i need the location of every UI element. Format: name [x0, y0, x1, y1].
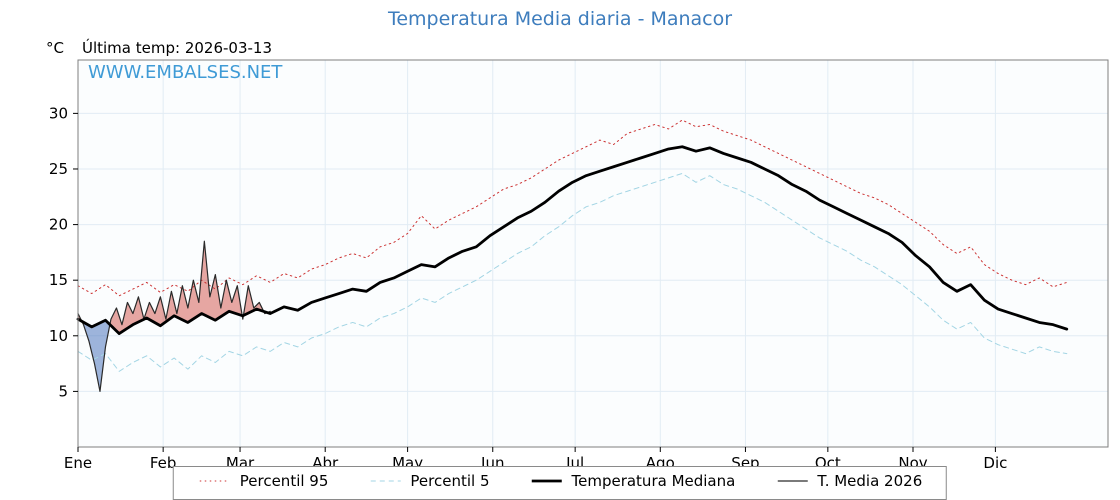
- last-temp-annotation: Última temp: 2026-03-13: [81, 39, 272, 57]
- legend: Percentil 95 Percentil 5 Temperatura Med…: [172, 466, 948, 500]
- legend-label: Percentil 95: [239, 472, 329, 490]
- legend-marker-t-media-2026-icon: [777, 480, 808, 482]
- series-line-median: [76, 145, 1069, 335]
- chart-title: Temperatura Media diaria - Manacor: [387, 8, 733, 30]
- legend-label: Percentil 5: [410, 472, 490, 490]
- y-tick-label: 25: [49, 160, 68, 178]
- legend-marker-percentil-95-icon: [199, 480, 230, 482]
- series-line-p95: [77, 119, 1068, 297]
- plot-border: [77, 59, 1109, 448]
- y-tick-label: 5: [58, 382, 68, 400]
- fill-region-above-median: [243, 285, 264, 316]
- series-line-p5: [77, 172, 1068, 372]
- y-tick-label: 10: [49, 327, 68, 345]
- watermark-text: WWW.EMBALSES.NET: [88, 62, 283, 83]
- legend-marker-percentil-5-icon: [370, 480, 401, 482]
- fill-region-below-median: [81, 320, 110, 392]
- legend-marker-mediana-icon: [531, 479, 562, 483]
- legend-item-percentil-5: Percentil 5: [368, 472, 489, 490]
- legend-item-t-media-2026: T. Media 2026: [775, 472, 922, 490]
- chart-subtitle-row: °C Última temp: 2026-03-13: [46, 39, 272, 57]
- fill-region-above-median: [109, 241, 243, 334]
- y-tick-label: 20: [49, 216, 68, 234]
- legend-item-percentil-95: Percentil 95: [198, 472, 329, 490]
- x-tick-label: Feb: [150, 454, 177, 472]
- y-axis-unit-label: °C: [46, 39, 64, 57]
- legend-item-mediana: Temperatura Mediana: [529, 472, 735, 490]
- plot-background: [78, 60, 1108, 447]
- y-tick-label: 30: [49, 104, 68, 122]
- x-tick-label: Ene: [64, 454, 92, 472]
- legend-label: Temperatura Mediana: [571, 472, 736, 490]
- legend-label: T. Media 2026: [817, 472, 923, 490]
- x-tick-label: Dic: [983, 454, 1007, 472]
- y-tick-label: 15: [49, 271, 68, 289]
